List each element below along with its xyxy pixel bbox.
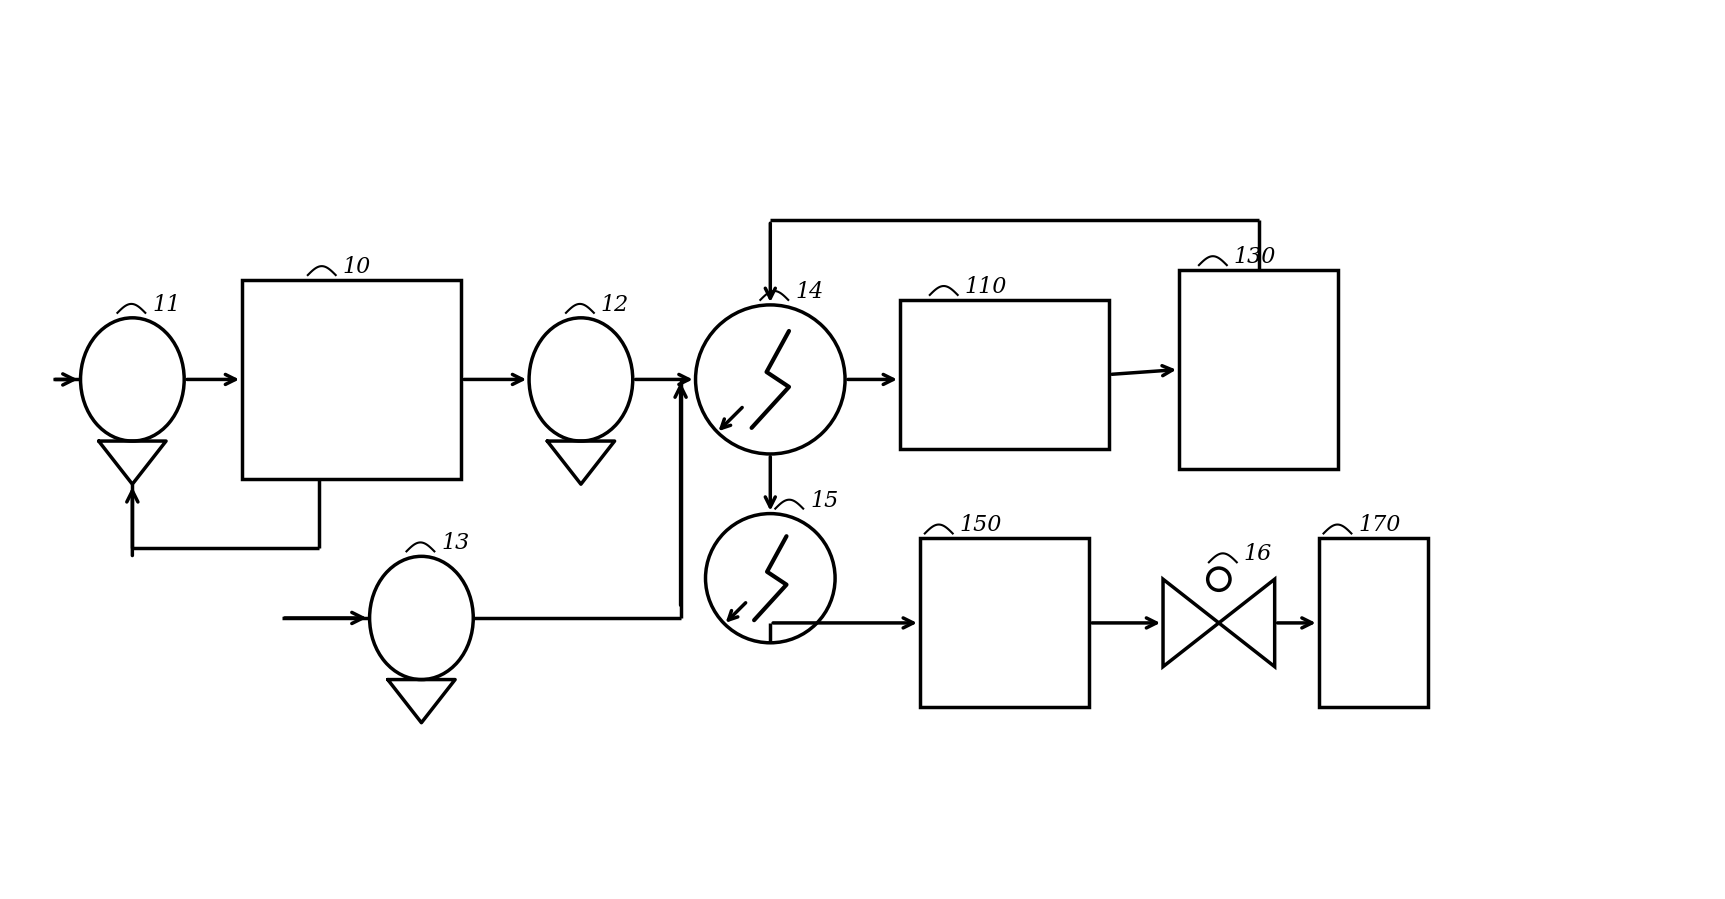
Bar [1318, 539, 1428, 708]
Text: 130: 130 [1233, 246, 1276, 268]
Polygon shape [1163, 579, 1220, 667]
Text: 15: 15 [811, 490, 838, 512]
Text: 10: 10 [343, 256, 371, 278]
Bar [919, 539, 1088, 708]
Text: 14: 14 [795, 280, 823, 303]
Text: 16: 16 [1244, 543, 1271, 565]
Text: 110: 110 [964, 276, 1007, 298]
Text: 150: 150 [959, 514, 1002, 537]
Text: 11: 11 [152, 294, 181, 316]
Bar [242, 280, 461, 479]
Polygon shape [1220, 579, 1275, 667]
Text: 12: 12 [600, 294, 630, 316]
Bar [900, 300, 1109, 449]
Text: 13: 13 [442, 532, 469, 555]
Text: 170: 170 [1358, 514, 1401, 537]
Bar [1178, 270, 1339, 469]
